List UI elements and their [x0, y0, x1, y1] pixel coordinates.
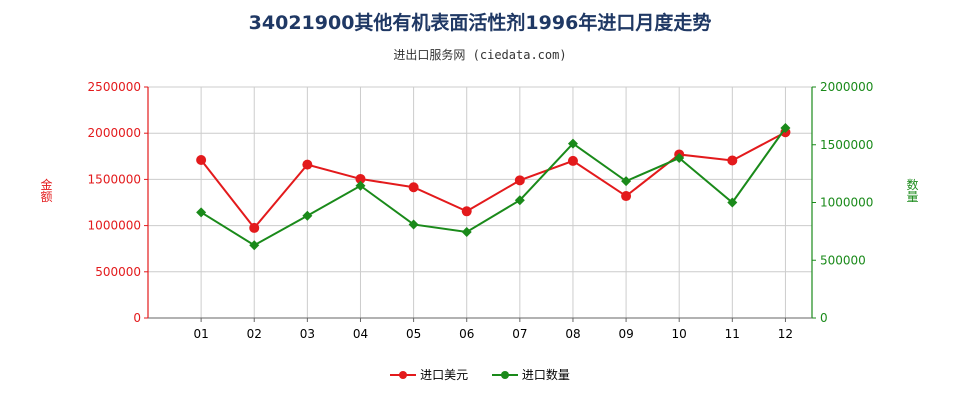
x-tick-label: 10 — [672, 327, 687, 341]
x-tick-label: 02 — [247, 327, 262, 341]
series-line-usd — [200, 131, 786, 230]
chart-subtitle: 进出口服务网 (ciedata.com) — [393, 48, 567, 62]
data-point-usd — [355, 173, 366, 184]
y-left-tick-label: 1000000 — [88, 219, 141, 233]
x-tick-label: 04 — [353, 327, 368, 341]
x-tick-label: 01 — [193, 327, 208, 341]
data-point-usd — [461, 206, 472, 217]
y-right-axis-label: 数量 — [905, 177, 919, 202]
x-tick-label: 12 — [778, 327, 793, 341]
series-line-quantity — [200, 127, 787, 247]
legend-item-usd: 进口美元 — [390, 366, 468, 383]
x-tick-label: 05 — [406, 327, 421, 341]
data-point-quantity — [514, 195, 525, 206]
x-tick-label: 09 — [618, 327, 633, 341]
y-right-tick-label: 500000 — [820, 253, 866, 267]
data-point-quantity — [355, 180, 366, 191]
data-point-quantity — [621, 176, 632, 187]
legend-label-usd: 进口美元 — [420, 368, 469, 382]
y-right-tick-label: 0 — [820, 311, 828, 325]
data-point-usd — [567, 155, 578, 166]
data-point-quantity — [249, 240, 260, 251]
y-left-axis-label: 金额 — [39, 177, 53, 203]
data-point-quantity — [408, 219, 419, 230]
data-point-usd — [621, 191, 632, 202]
legend-label-quantity: 进口数量 — [521, 368, 570, 382]
legend-item-quantity: 进口数量 — [491, 366, 570, 383]
data-point-usd — [302, 159, 313, 170]
x-tick-label: 06 — [459, 327, 474, 341]
data-point-quantity — [674, 153, 685, 164]
y-left-tick-label: 0 — [133, 311, 141, 325]
legend-swatch-quantity — [491, 370, 518, 380]
chart-legend: 进口美元 进口数量 — [0, 366, 960, 383]
y-left-tick-label: 500000 — [95, 265, 141, 279]
data-point-usd — [196, 154, 207, 165]
data-point-usd — [727, 155, 738, 166]
data-point-quantity — [302, 210, 313, 221]
data-point-usd — [249, 222, 260, 233]
data-point-quantity — [461, 226, 472, 237]
x-tick-label: 07 — [512, 327, 527, 341]
y-left-tick-label: 1500000 — [88, 172, 141, 186]
x-tick-label: 08 — [565, 327, 580, 341]
chart-title: 34021900其他有机表面活性剂1996年进口月度走势 — [248, 12, 712, 34]
y-left-tick-label: 2500000 — [88, 80, 141, 94]
x-tick-label: 03 — [300, 327, 315, 341]
data-point-usd — [514, 175, 525, 186]
data-point-quantity — [567, 138, 578, 149]
y-right-tick-label: 2000000 — [820, 80, 873, 94]
x-tick-label: 11 — [725, 327, 740, 341]
data-point-usd — [408, 182, 419, 193]
data-point-quantity — [727, 197, 738, 208]
y-left-tick-label: 2000000 — [88, 126, 141, 140]
data-point-quantity — [780, 123, 791, 134]
legend-swatch-usd — [390, 370, 417, 380]
y-right-tick-label: 1000000 — [820, 196, 873, 210]
data-point-quantity — [196, 207, 207, 218]
y-right-tick-label: 1500000 — [820, 138, 873, 152]
